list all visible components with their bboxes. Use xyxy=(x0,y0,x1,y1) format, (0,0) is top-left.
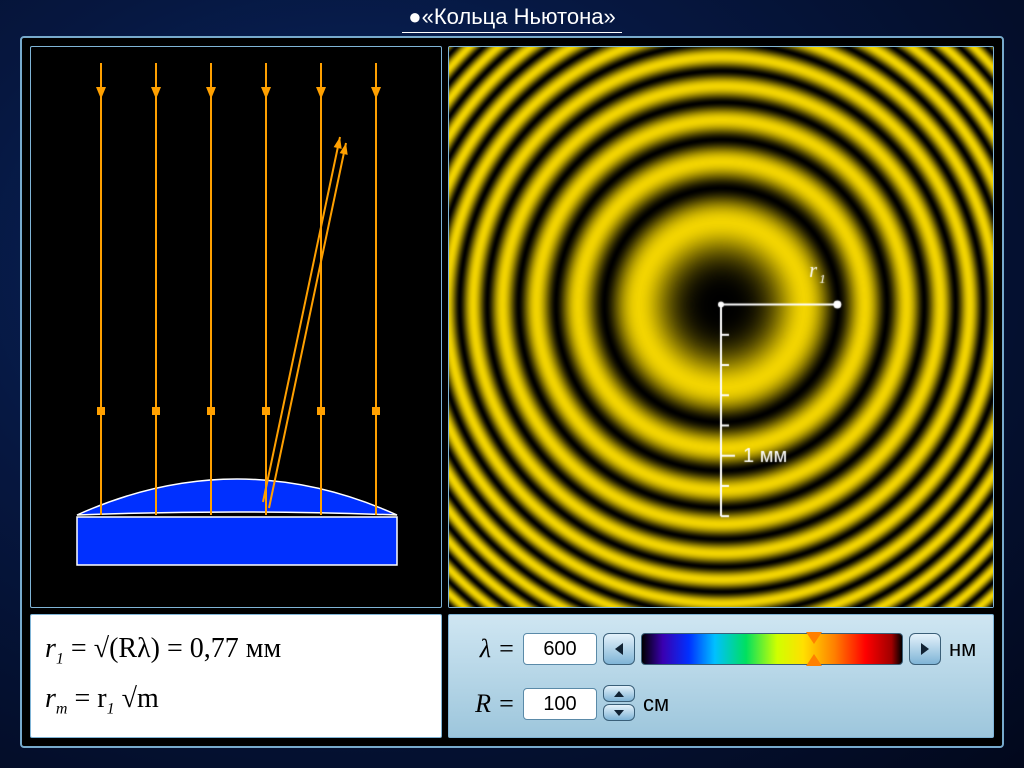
lambda-label: λ = xyxy=(461,634,515,664)
lambda-increment-button[interactable] xyxy=(909,633,941,665)
triangle-down-icon xyxy=(613,709,625,717)
formula-subm: m xyxy=(56,701,68,718)
triangle-right-icon xyxy=(919,642,931,656)
formula-sub1: 1 xyxy=(56,651,64,668)
triangle-left-icon xyxy=(613,642,625,656)
radius-label: R = xyxy=(461,689,515,719)
formula-rm: r xyxy=(45,683,56,714)
spectrum-marker-bottom-icon xyxy=(806,654,822,666)
formula-tail: √m xyxy=(122,683,159,714)
page-title: ●«Кольца Ньютона» xyxy=(402,4,621,33)
rings-canvas xyxy=(449,47,993,607)
formula-eq1: = √(Rλ) = xyxy=(71,633,190,664)
formula-panel: r1 = √(Rλ) = 0,77 мм rm = r1 √m xyxy=(30,614,442,738)
radius-increment-button[interactable] xyxy=(603,685,635,702)
spectrum-slider[interactable] xyxy=(641,633,903,665)
lambda-value[interactable]: 600 xyxy=(523,633,597,665)
radius-unit: см xyxy=(643,691,669,717)
lambda-unit: нм xyxy=(949,636,976,662)
ray-diagram-panel xyxy=(30,46,442,608)
formula-val: 0,77 мм xyxy=(190,633,281,664)
control-panel: λ = 600 нм R = 100 см xyxy=(448,614,994,738)
radius-stepper[interactable] xyxy=(603,685,635,723)
rings-panel xyxy=(448,46,994,608)
spectrum-marker-top-icon xyxy=(806,632,822,644)
lambda-decrement-button[interactable] xyxy=(603,633,635,665)
app-frame: r1 = √(Rλ) = 0,77 мм rm = r1 √m λ = 600 … xyxy=(20,36,1004,748)
formula-r: r xyxy=(45,633,56,664)
triangle-up-icon xyxy=(613,690,625,698)
ray-diagram-svg xyxy=(31,47,441,607)
formula-eq2: = r xyxy=(74,683,106,714)
radius-decrement-button[interactable] xyxy=(603,704,635,721)
formula-sub2: 1 xyxy=(107,701,115,718)
radius-value[interactable]: 100 xyxy=(523,688,597,720)
